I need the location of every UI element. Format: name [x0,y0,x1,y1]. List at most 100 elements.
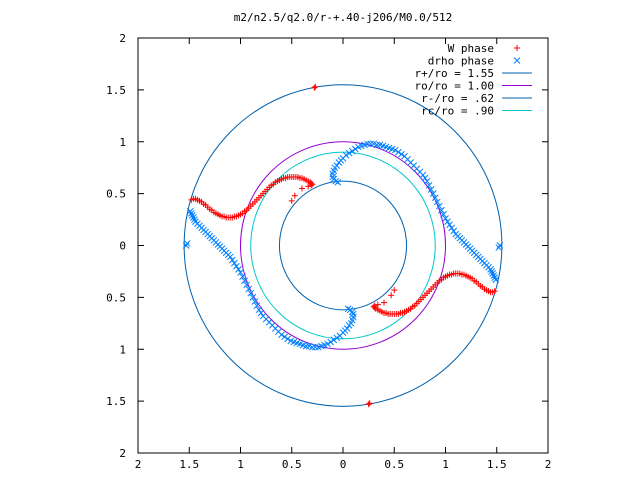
y-tick-label: 0.5 [106,291,126,304]
data-point [450,227,458,235]
data-point [305,183,312,190]
data-point [187,209,195,217]
legend-label: W phase [448,42,494,55]
y-tick-label: 2 [119,32,126,45]
data-point [438,206,445,214]
data-point [299,185,305,192]
data-point [349,313,357,321]
data-point [398,150,405,158]
circle-rc-ro-90 [250,151,436,340]
data-point [343,325,351,332]
data-point [235,266,242,273]
data-point [435,202,443,210]
data-point [423,177,431,185]
data-point [376,141,384,149]
data-point [495,244,503,251]
data-point [444,218,451,225]
data-point [228,256,236,264]
data-point [243,281,251,289]
data-point [329,170,337,178]
data-point [496,242,504,249]
drho-phase-series [182,140,504,351]
data-point [183,240,191,247]
data-point [308,343,316,351]
data-point [346,306,354,314]
data-point [452,230,460,238]
x-tick-label: 2 [135,458,142,471]
y-tick-label: 0 [119,240,126,253]
data-point [381,299,387,306]
x-tick-label: 1 [442,458,449,471]
data-point [291,192,298,199]
data-point [394,148,402,156]
data-point [351,145,359,153]
data-point [489,270,497,277]
x-tick-label: 1.5 [487,458,507,471]
data-point [335,159,343,166]
data-point [308,182,315,189]
data-point [302,342,310,350]
x-tick-label: 0 [340,458,347,471]
data-point [311,343,319,351]
data-point [330,336,338,344]
data-point [253,302,261,310]
data-point [367,140,375,148]
legend-label: r+/ro = 1.55 [415,67,494,80]
data-point [284,335,292,343]
chart-title: m2/n2.5/q2.0/r-+.40-j206/M0.0/512 [234,11,453,24]
data-point [492,276,500,284]
y-tick-label: 1 [119,136,126,149]
data-point [371,302,378,309]
legend-label: ro/ro = 1.00 [415,80,494,93]
data-point [370,140,378,148]
data-point [189,214,197,221]
data-point [233,262,240,270]
w-phase-series [188,83,498,408]
data-point [345,149,353,157]
x-tick-label: 2 [545,458,552,471]
data-point [391,287,398,294]
data-point [427,186,435,193]
data-point [344,305,352,313]
data-point [448,224,456,232]
data-point [491,274,499,282]
y-tick-label: 0.5 [106,188,126,201]
data-point [490,272,498,279]
data-point [311,84,318,91]
circle-ro-ro-1-00 [240,141,446,350]
data-point [237,269,244,276]
data-point [329,173,337,181]
x-tick-label: 0.5 [282,458,302,471]
data-point [278,331,285,339]
data-point [239,273,246,280]
data-point [251,298,259,305]
data-point [230,259,238,267]
legend-marker [513,57,521,64]
data-point [255,306,263,314]
legend-label: rc/ro = .90 [421,105,494,118]
data-point [249,294,257,301]
legend-label: r-/ro = .62 [421,92,494,105]
data-point [226,253,234,261]
data-point [288,197,295,204]
data-point [281,333,288,341]
x-tick-label: 1.5 [179,458,199,471]
data-point [312,83,319,90]
data-point [324,340,331,348]
y-tick-label: 1.5 [106,84,126,97]
data-point [366,400,373,407]
legend-marker [514,45,520,51]
data-point [374,301,381,308]
data-point [245,285,253,293]
data-point [388,292,395,299]
data-point [425,181,433,189]
data-point [442,215,449,222]
circle-r-ro-1-55 [183,84,503,407]
legend-label: drho phase [428,55,494,68]
data-point [247,289,255,297]
data-point [309,181,316,188]
data-point [355,143,362,151]
data-point [365,401,372,408]
data-point [446,221,453,229]
